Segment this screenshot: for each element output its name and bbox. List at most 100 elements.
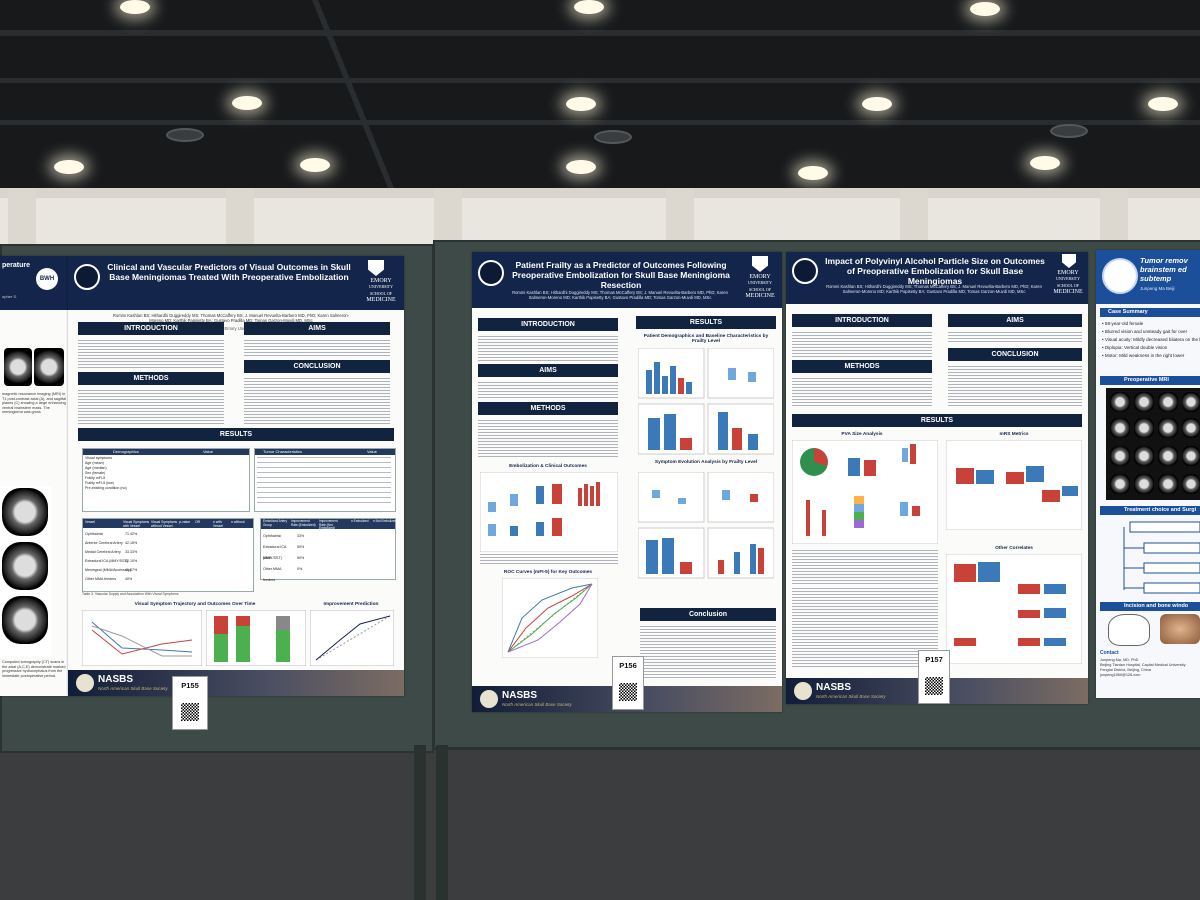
table-header-row: Demographics Value [83,449,249,455]
section-results: RESULTS [636,316,776,329]
other-correlates-chart [946,554,1082,664]
table-cell: Age (median) [85,466,107,470]
poster-authors: Rommi Kashlan BS; Hithardhi Duggireddy M… [826,284,1042,294]
wall-pilaster [666,188,694,250]
poster-header: Tumor remov brainstem ed subtemp Junpeng… [1096,250,1200,304]
board-leg [414,745,426,900]
ct-scan-image [2,488,48,536]
section-conclusion: CONCLUSION [948,348,1082,361]
nasbs-subtitle: North American Skull Base Society [816,694,886,699]
conclusion-text [640,626,776,678]
section-header: Preoperative MRI [1100,376,1200,385]
mri-image [4,348,32,386]
table-header-cell: n without [231,520,245,524]
poster-authors: Rommi Kashlan BS; Hithardhi Duggireddy M… [512,290,728,300]
contact-line: junpeng1969@126.com [1100,673,1141,677]
table-row: Ophthalmic 33% [263,531,393,542]
table-row: Anterior Cerebral Artery 42.18% [85,539,251,548]
section-aims: AIMS [244,322,390,335]
nasbs-logo-icon [76,674,94,692]
methods-text [792,378,932,408]
poster-header: Patient Frailty as a Predictor of Outcom… [472,252,782,308]
embolization-table: Embolized Artery Group Improvement Rate (… [260,518,396,582]
figure-title: Visual Symptom Trajectory and Outcomes O… [134,602,256,607]
ceiling-light [566,160,596,174]
stacked-bar-outcomes [206,610,306,666]
figure-caption [792,550,938,584]
table-cell: Other MMA feeders [85,577,117,581]
emory-seal-icon [478,260,504,286]
demographics-table: Demographics Value Visual symptoms Age (m… [82,448,250,512]
ceiling-light [54,160,84,174]
poster-title: Clinical and Vascular Predictors of Visu… [107,262,351,282]
table-cell: 0% [297,567,303,571]
table-header-cell: Vessel [85,520,95,524]
nasbs-logo-icon [480,690,498,708]
table-header-cell: Visual Symptoms with Vessel [123,520,150,528]
table-header-cell: Improvement Rate (Not Embolized) [319,519,338,531]
table-header-cell: n with Vessel [213,520,223,528]
ct-scan-image [2,542,48,590]
poster-frailty: Patient Frailty as a Predictor of Outcom… [472,252,782,712]
methods-text [78,390,224,424]
ceiling-light [862,97,892,111]
pva-size-charts [792,440,938,544]
table-row: Extradural ICA (MMY/SST) 50% [263,542,393,560]
table-caption: Table 3. Vascular Supply and Association… [82,592,179,596]
skull-illustration [1108,614,1150,646]
wall-pilaster [434,188,462,250]
table-rows: Ophthalmic 71.42% Anterior Cerebral Artery… [85,530,251,584]
qr-code[interactable] [925,677,943,695]
table-cell: Frailty mFI-5 [85,476,106,480]
table-cell: Age (mean) [85,461,104,465]
table-cell: Visual symptoms [85,456,113,460]
table-cell: Ophthalmic [263,534,282,538]
list-item: • Blurred vision and unsteady gait for o… [1102,329,1188,334]
poster-header: Clinical and Vascular Predictors of Visu… [68,256,404,310]
poster-title: Patient Frailty as a Predictor of Outcom… [512,260,730,290]
table-cell: 33.33% [125,550,138,554]
table-cell: Anterior Cerebral Artery [85,541,123,545]
ceiling-light [970,2,1000,16]
mrs-metrics-chart [946,440,1082,530]
list-item: • Motor: Mild weakness in the right lowe… [1102,353,1185,358]
ceiling-light [1030,156,1060,170]
table-rows: Visual symptoms Age (mean) Age (median) Sex… [85,456,127,491]
poster-author-fragment: opher S. [2,294,18,299]
poster-right-partial: Tumor remov brainstem ed subtemp Junpeng… [1096,250,1200,698]
roc-curve-chart [502,578,598,658]
emory-seal-icon [74,264,100,290]
back-wall [0,188,1200,250]
qr-code[interactable] [181,703,199,721]
aims-text [244,340,390,356]
bwh-logo: BWH [36,268,58,290]
table-header-row: Vessel Visual Symptoms with Vessel Visual … [83,519,253,528]
figure-title: Patient Demographics and Baseline Charac… [643,334,769,344]
qr-code[interactable] [619,683,637,701]
table-header-cell: OR [195,520,201,524]
board-number-tag: P156 [612,656,644,710]
figure-caption: magnetic resonance imaging (MRI) in T1 p… [2,392,66,415]
table-cell: 33% [297,534,305,538]
mri-grid [1106,388,1200,500]
table-cell: Medial Cerebral Artery [85,550,121,554]
section-methods: METHODS [792,360,932,373]
emory-seal-icon [792,258,818,284]
section-header: Case Summary [1100,308,1200,317]
table-cell: Ophthalmic [85,532,104,536]
ct-scan-image [2,596,48,644]
table-row: Other MMA feeders 0% [263,564,393,582]
ceiling-light [300,158,330,172]
table-cell: 41.67% [125,568,138,572]
aims-text [948,332,1082,344]
figure-title: PVA Size Analysis [841,432,883,437]
methods-text [478,420,618,458]
poster-left-partial: perature opher S. BWH magnetic resonance… [0,256,68,696]
intro-text [78,340,224,368]
table-cell: Extradural ICA (MMY/SST) [85,559,128,563]
poster-header: Impact of Polyvinyl Alcohol Particle Siz… [786,252,1088,304]
wall-pilaster [8,188,36,250]
table-header-row: Embolized Artery Group Improvement Rate (… [261,519,396,531]
table-header-cell: n Not Embolized [373,519,397,523]
poster-pva-particle: Impact of Polyvinyl Alcohol Particle Siz… [786,252,1088,704]
